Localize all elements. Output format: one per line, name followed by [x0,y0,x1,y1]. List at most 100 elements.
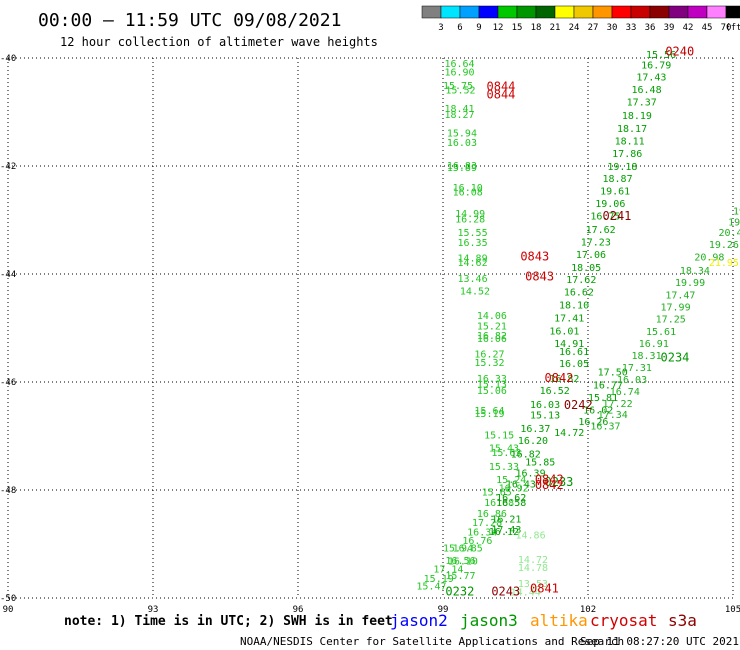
colorbar-swatch [706,5,727,19]
colorbar-label: 15 [512,23,523,33]
wave-height-value: 16.92 [499,484,529,495]
wave-height-value: 15.13 [530,411,560,422]
wave-height-value: 17.43 [636,73,666,84]
wave-height-value: 17.47 [665,290,695,301]
wave-height-value: 16.62 [496,493,526,504]
x-tick-label: 102 [580,605,596,615]
wave-height-value: 19.06 [595,199,625,210]
wave-height-value: 18.87 [603,174,633,185]
wave-height-value: 16.26 [578,417,608,428]
wave-height-value: 20.98 [694,253,724,264]
satellite-jason2: jason2 [390,611,448,630]
wave-height-value: 16.79 [641,60,671,71]
colorbar-label: 27 [588,23,599,33]
wave-height-value: 14.91 [554,339,584,350]
wave-height-value: 16.82 [511,450,541,461]
wave-height-value: 16.64 [444,59,474,70]
wave-height-value: 16.27 [474,350,504,361]
colorbar-swatch [459,5,480,19]
pass-time-label: 0843 [525,269,554,283]
wave-height-value: 15.85 [525,458,555,469]
colorbar-label: 18 [531,23,542,33]
pass-time-label: 0232 [445,584,474,598]
wave-height-value: 17.50 [598,368,628,379]
wave-height-value: 18.17 [617,124,647,135]
wave-height-value: 16.85 [453,544,483,555]
wave-height-value: 16.76 [462,536,492,547]
footer-credit: NOAA/NESDIS Center for Satellite Applica… [240,635,624,648]
footer-note: note: 1) Time is in UTC; 2) SWH is in fe… [64,614,393,629]
wave-height-value: 16.03 [617,375,647,386]
wave-height-value: 16.21 [491,514,521,525]
wave-height-value: 14.44 [511,587,541,598]
wave-height-value: 16.77 [593,380,623,391]
wave-height-value: 19.26 [709,240,739,251]
wave-height-value: 16.03 [447,138,477,149]
wave-height-value: 16.90 [444,67,474,78]
colorbar-label: 70 [721,23,732,33]
wave-height-value: 14.06 [477,311,507,322]
wave-height-value: 16.82 [549,374,579,385]
wave-height-value: 13.53 [518,579,548,590]
colorbar-swatch [592,5,613,19]
colorbar-label: 9 [476,23,481,33]
wave-height-value: 15.06 [477,386,507,397]
wave-height-value: 16.56 [445,556,475,567]
pass-time-label: 0241 [603,209,632,223]
wave-height-value: 13.46 [458,274,488,285]
wave-height-value: 19.0 [728,217,740,228]
x-tick-label: 105 [725,605,740,615]
pass-time-label: 0842 [535,473,564,487]
satellite-s3a: s3a [668,611,697,630]
pass-time-label: 0843 [520,250,549,264]
wave-height-value: 15.52 [445,86,475,97]
wave-height-value: 15.19 [424,574,454,585]
y-tick-label: -46 [0,378,16,388]
colorbar-swatch [687,5,708,19]
wave-height-value: 15.33 [489,462,519,473]
colorbar-label: 21 [550,23,561,33]
colorbar-swatch [630,5,651,19]
colorbar-label: 6 [457,23,462,33]
wave-height-value: 15.75 [443,81,473,92]
wave-height-value: 16.43 [506,479,536,490]
pass-time-label: 0240 [665,44,694,58]
x-tick-label: 93 [148,605,159,615]
wave-height-value: 17.22 [603,399,633,410]
colorbar-swatch [440,5,461,19]
wave-height-value: 16.39 [516,469,546,480]
wave-height-value: 15.64 [474,406,504,417]
satellite-cryosat: cryosat [590,611,657,630]
chart-title: 00:00 – 11:59 UTC 09/08/2021 [38,10,341,31]
wave-height-value: 16.34 [467,527,497,538]
wave-height-value: 16.88 [484,498,514,509]
wave-height-value: 18.31 [632,351,662,362]
x-tick-label: 90 [3,605,14,615]
wave-height-value: 16.58 [496,498,526,509]
wave-height-value: 18.34 [680,266,710,277]
colorbar-label: 36 [645,23,656,33]
data-points: 16.6416.9015.7515.5218.4118.2715.9416.03… [416,50,740,598]
wave-height-value: 16.20 [518,436,548,447]
wave-height-value: 15.63 [491,448,521,459]
x-tick-label: 96 [293,605,304,615]
colorbar-swatch [725,5,740,19]
wave-height-value: 17.37 [627,98,657,109]
wave-height-value: 16.37 [520,424,550,435]
y-tick-label: -50 [0,594,16,604]
wave-height-value: 15.61 [646,327,676,338]
wave-height-value: 15.47 [416,581,446,592]
colorbar-label: 33 [626,23,637,33]
y-tick-label: -42 [0,162,16,172]
wave-height-value: 15.13 [477,379,507,390]
colorbar-label: 30 [607,23,618,33]
wave-height-value: 16.03 [530,400,560,411]
wave-height-value: 16.83 [447,161,477,172]
wave-height-value: 15.94 [443,544,473,555]
wave-height-value: 14.72 [518,555,548,566]
pass-time-label: 0243 [491,584,520,598]
wave-height-value: 16.28 [455,215,485,226]
wave-height-value: 21.95 [709,258,739,269]
